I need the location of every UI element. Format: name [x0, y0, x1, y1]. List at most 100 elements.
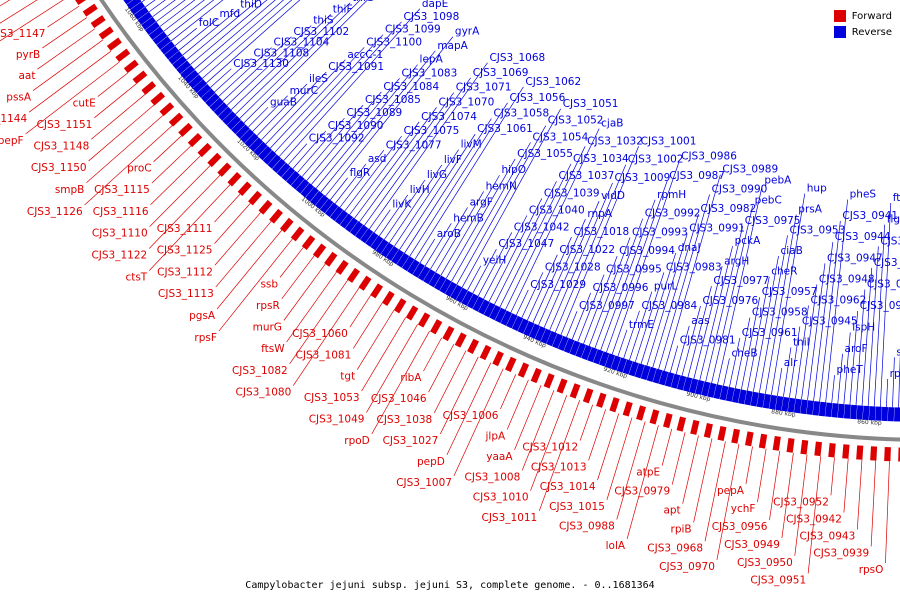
leader-line — [789, 326, 801, 398]
leader-line — [359, 92, 455, 223]
leader-line — [741, 297, 761, 390]
forward-gene-label: CJS3_1081 — [296, 349, 352, 361]
forward-gene-arrow — [258, 199, 273, 215]
reverse-gene-label: pheT — [837, 364, 864, 376]
reverse-gene-arrow — [240, 128, 255, 144]
reverse-gene-label: folC — [199, 17, 219, 29]
reverse-gene-arrow — [781, 396, 790, 412]
leader-line — [156, 0, 186, 22]
leader-line — [361, 317, 407, 392]
reverse-gene-arrow — [213, 102, 229, 117]
reverse-gene-arrow — [800, 399, 808, 415]
reverse-gene-arrow — [646, 366, 657, 382]
reverse-gene-label: ileS — [309, 73, 328, 85]
forward-gene-arrow — [556, 378, 568, 394]
leader-line — [693, 438, 713, 523]
reverse-gene-label: hup — [807, 183, 827, 195]
leader-line — [256, 83, 308, 136]
forward-gene-label: rpsO — [859, 564, 884, 576]
leader-line — [440, 356, 479, 435]
reverse-gene-arrow — [370, 235, 384, 251]
leader-line — [210, 68, 232, 88]
reverse-gene-label: cheB — [731, 347, 757, 359]
forward-gene-arrow — [141, 81, 157, 95]
forward-gene-label: jlpA — [485, 430, 506, 442]
forward-gene-label: CJS3_1060 — [292, 328, 348, 340]
leader-line — [745, 446, 753, 484]
forward-gene-arrow — [479, 344, 492, 361]
reverse-gene-arrow — [360, 228, 374, 244]
leader-line — [190, 0, 268, 65]
leader-line — [704, 441, 726, 542]
leader-line — [477, 232, 513, 297]
reverse-gene-arrow — [305, 186, 319, 202]
forward-gene-arrow — [758, 433, 768, 449]
leader-line — [222, 36, 292, 102]
leader-line — [25, 61, 120, 135]
reverse-gene-label: vidD — [601, 190, 625, 202]
reverse-gene-label: flgL — [887, 214, 900, 226]
reverse-gene-arrow — [133, 6, 149, 20]
forward-gene-label: CJS3_1027 — [383, 435, 439, 447]
forward-gene-label: CJS3_1006 — [443, 410, 499, 422]
reverse-gene-arrow — [196, 83, 212, 98]
leader-line — [606, 417, 633, 500]
reverse-gene-label: pebC — [755, 195, 782, 207]
reverse-gene-arrow — [812, 401, 821, 416]
reverse-gene-arrow — [148, 26, 164, 40]
reverse-gene-label: CJS3_0994 — [619, 245, 675, 257]
leader-line — [88, 104, 155, 162]
leader-line — [560, 146, 639, 335]
leader-line — [527, 254, 558, 321]
leader-line — [279, 247, 304, 278]
leader-line — [617, 329, 628, 357]
leader-line — [344, 135, 402, 212]
leader-line — [453, 368, 504, 476]
forward-gene-label: pssA — [6, 92, 32, 104]
forward-gene-arrow — [358, 275, 372, 291]
forward-swatch — [833, 10, 846, 22]
reverse-gene-label: CJS3_0995 — [606, 264, 662, 276]
leader-line — [825, 199, 848, 403]
leader-line — [278, 21, 402, 157]
forward-gene-label: CJS3_1112 — [157, 266, 213, 278]
reverse-gene-label: CJS3_1100 — [366, 36, 422, 48]
reverse-gene-arrow — [130, 1, 146, 15]
forward-gene-label: CJS3_1015 — [549, 501, 605, 513]
reverse-gene-arrow — [787, 397, 796, 413]
leader-line — [729, 338, 741, 388]
reverse-gene-label: CJS3_1056 — [510, 92, 566, 104]
leader-line — [330, 177, 348, 201]
reverse-gene-arrow — [466, 293, 479, 309]
reverse-gene-label: mapA — [437, 40, 468, 52]
leader-line — [693, 266, 723, 379]
forward-gene-label: rpoD — [344, 435, 370, 447]
forward-gene-arrow — [717, 425, 727, 441]
leader-line — [445, 158, 516, 279]
reverse-gene-arrow — [126, 0, 142, 10]
forward-gene-arrow — [870, 446, 878, 461]
reverse-gene-label: CJS3_1055 — [517, 148, 573, 160]
forward-gene-arrow — [596, 392, 607, 408]
reverse-gene-label: CJS3_1130 — [233, 58, 289, 70]
leader-line — [873, 224, 886, 407]
reverse-gene-arrow — [887, 407, 895, 422]
forward-gene-label: CJS3_0943 — [800, 531, 856, 543]
reverse-gene-arrow — [701, 381, 711, 397]
forward-gene-arrow — [663, 412, 673, 429]
reverse-gene-arrow — [180, 65, 195, 79]
forward-gene-label: rpsR — [256, 300, 280, 312]
leader-line — [0, 0, 64, 42]
reverse-gene-arrow — [489, 305, 501, 321]
forward-gene-arrow — [505, 356, 517, 373]
leader-line — [292, 287, 360, 386]
reverse-gene-arrow — [253, 141, 268, 157]
leader-line — [758, 235, 788, 393]
reverse-gene-arrow — [152, 31, 168, 45]
forward-gene-label: apt — [663, 505, 680, 517]
reverse-gene-arrow — [355, 224, 369, 240]
forward-gene-label: CJS3_1111 — [157, 223, 213, 235]
reverse-gene-arrow — [281, 166, 296, 182]
reverse-gene-arrow — [344, 217, 359, 233]
reverse-gene-arrow — [604, 353, 616, 369]
